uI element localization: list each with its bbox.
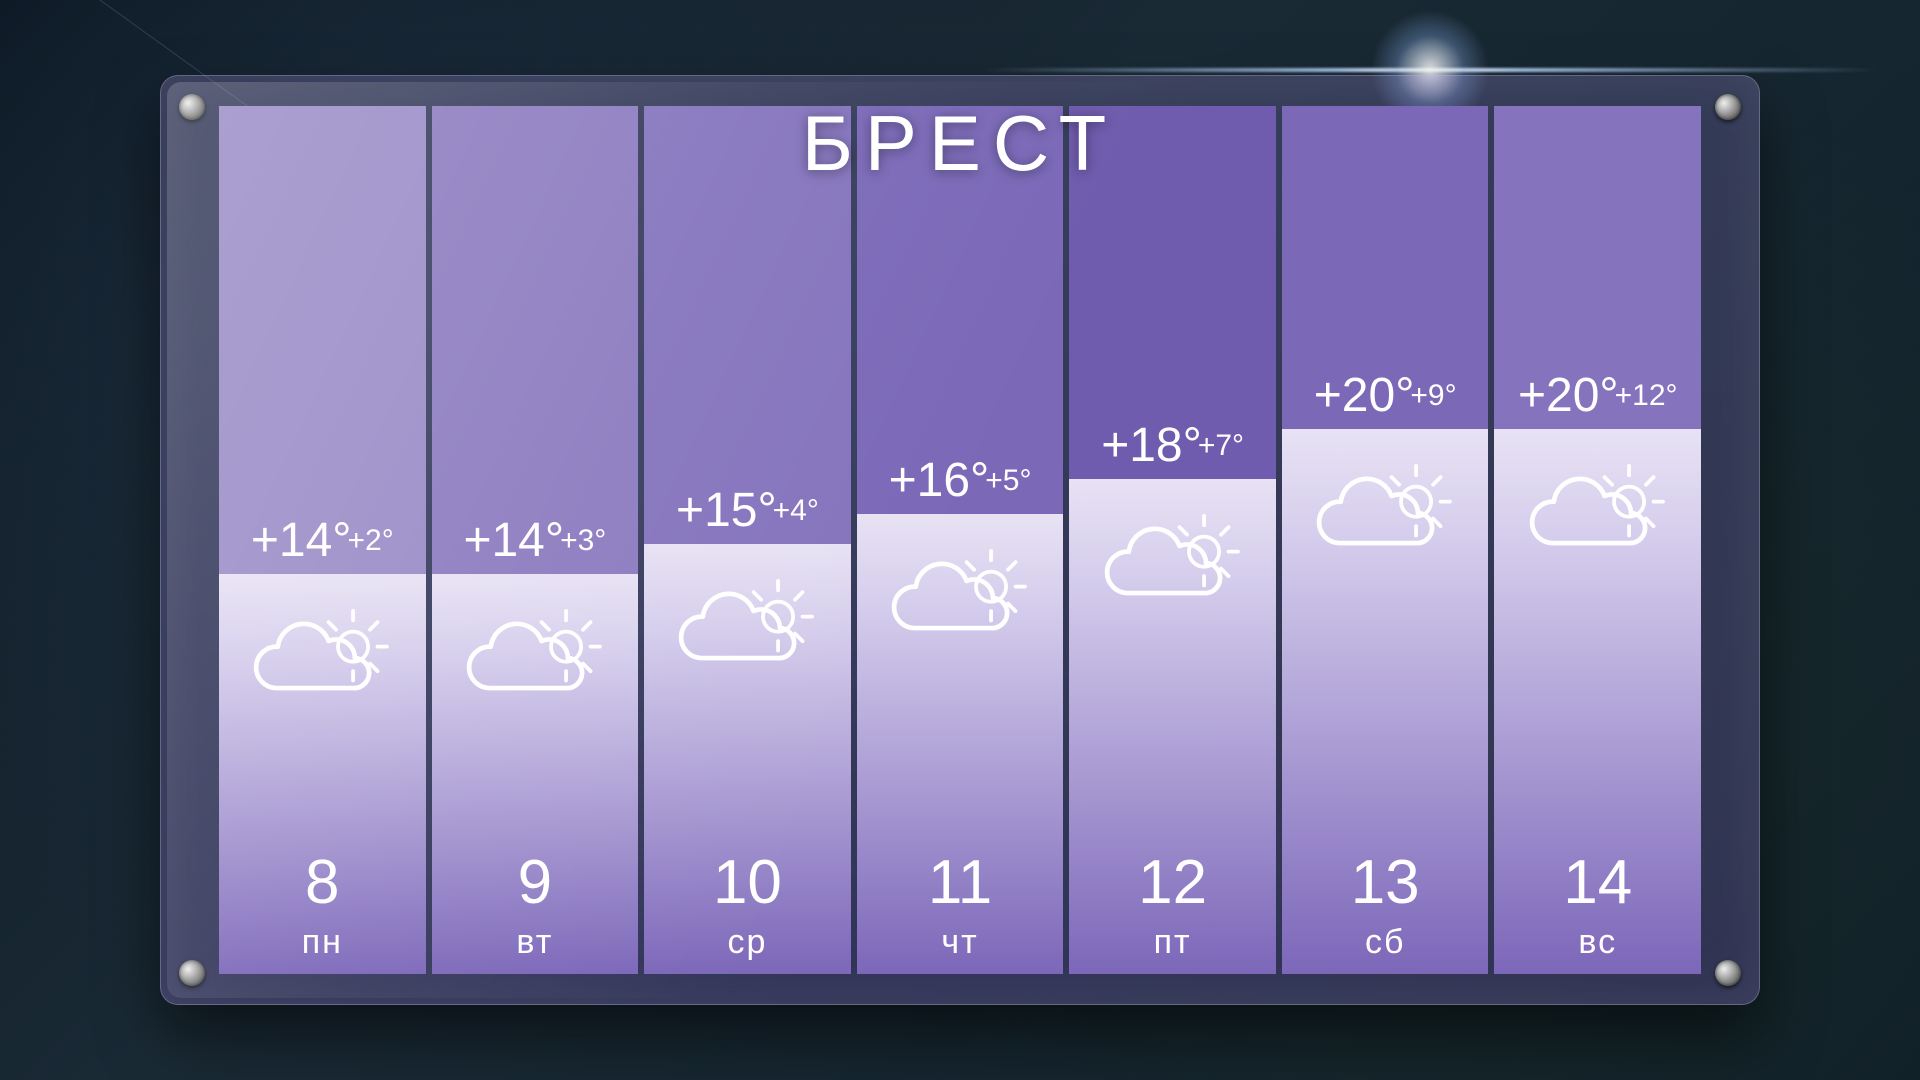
temp-high: +14° [251, 514, 352, 567]
temp-low: +2° [348, 524, 394, 557]
temperature-bar: +15°+4°10ср [644, 544, 851, 974]
day-of-week: чт [857, 923, 1064, 962]
temp-low: +9° [1410, 379, 1456, 412]
day-date: 11 [857, 847, 1064, 918]
temperature-bar: +18°+7°12пт [1069, 479, 1276, 974]
panel-screw [1715, 960, 1741, 986]
weather-icon [644, 572, 851, 682]
weather-icon [857, 542, 1064, 652]
forecast-day: +20°+12° 14 вс [1494, 106, 1701, 974]
temperature-label: +20°+12° [1494, 368, 1701, 429]
temperature-bar: +20°+12°14вс [1494, 429, 1701, 974]
day-of-week: ср [644, 923, 851, 962]
forecast-day: +14°+2° 8 пн [219, 106, 426, 974]
weather-icon [1494, 457, 1701, 567]
forecast-day: +20°+9° 13 сб [1282, 106, 1489, 974]
temp-high: +20° [1314, 369, 1415, 422]
day-of-week: вт [432, 923, 639, 962]
panel-screw [179, 960, 205, 986]
temp-low: +4° [773, 494, 819, 527]
weather-icon [1282, 457, 1489, 567]
temperature-bar: +14°+3°9вт [432, 574, 639, 974]
panel-screw [1715, 94, 1741, 120]
temp-high: +15° [676, 484, 777, 537]
forecast-day: +15°+4° 10 ср [644, 106, 851, 974]
panel-screw [179, 94, 205, 120]
day-date: 10 [644, 847, 851, 918]
temperature-label: +20°+9° [1282, 368, 1489, 429]
weather-icon [219, 602, 426, 712]
day-date: 12 [1069, 847, 1276, 918]
temp-low: +5° [985, 464, 1031, 497]
day-date: 8 [219, 847, 426, 918]
temp-high: +14° [463, 514, 564, 567]
temperature-label: +16°+5° [857, 453, 1064, 514]
weather-panel: БРЕСТ +14°+2°8пн+14°+3°9вт+15°+4°10ср+16… [160, 75, 1760, 1005]
day-of-week: сб [1282, 923, 1489, 962]
day-of-week: пн [219, 923, 426, 962]
day-date: 14 [1494, 847, 1701, 918]
weather-icon [432, 602, 639, 712]
temp-low: +12° [1615, 379, 1678, 412]
temp-high: +20° [1518, 369, 1619, 422]
forecast-day: +14°+3° 9 вт [432, 106, 639, 974]
day-of-week: пт [1069, 923, 1276, 962]
temperature-label: +15°+4° [644, 483, 851, 544]
temperature-label: +14°+3° [432, 513, 639, 574]
day-date: 13 [1282, 847, 1489, 918]
temperature-bar: +20°+9°13сб [1282, 429, 1489, 974]
temp-high: +16° [889, 454, 990, 507]
temperature-bar: +16°+5°11чт [857, 514, 1064, 974]
temperature-label: +14°+2° [219, 513, 426, 574]
day-of-week: вс [1494, 923, 1701, 962]
temp-low: +3° [560, 524, 606, 557]
forecast-day: +16°+5° 11 чт [857, 106, 1064, 974]
temperature-label: +18°+7° [1069, 418, 1276, 479]
weather-icon [1069, 507, 1276, 617]
forecast-columns: +14°+2°8пн+14°+3°9вт+15°+4°10ср+16°+5°11… [216, 106, 1704, 974]
day-date: 9 [432, 847, 639, 918]
temp-low: +7° [1198, 429, 1244, 462]
lens-flare [980, 68, 1880, 72]
forecast-day: +18°+7° 12 пт [1069, 106, 1276, 974]
temperature-bar: +14°+2°8пн [219, 574, 426, 974]
temp-high: +18° [1101, 419, 1202, 472]
